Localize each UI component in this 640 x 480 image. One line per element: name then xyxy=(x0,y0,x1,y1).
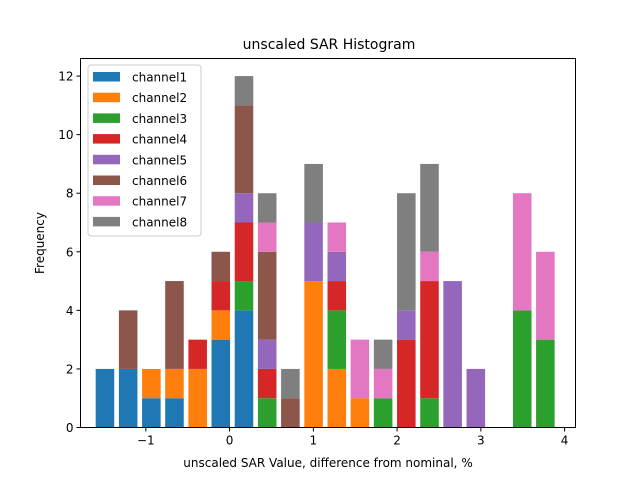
bar-channel2-bin-2 xyxy=(142,368,161,399)
bar-channel3-bin-18 xyxy=(512,310,532,428)
y-tick-label: 8 xyxy=(66,187,74,201)
bar-channel4-bin-5 xyxy=(211,281,231,311)
legend-swatch-channel8 xyxy=(93,216,120,227)
bar-channel8-bin-12 xyxy=(373,339,393,369)
bar-channel5-bin-9 xyxy=(304,222,323,282)
bar-channel8-bin-7 xyxy=(257,193,277,223)
bar-channel7-bin-18 xyxy=(512,193,532,311)
bar-channel2-bin-10 xyxy=(327,368,347,428)
bar-channel1-bin-3 xyxy=(165,398,184,428)
bar-channel4-bin-7 xyxy=(257,368,277,399)
bar-channel5-bin-13 xyxy=(397,310,416,340)
legend: channel1 channel2 channel3 channel4 channel5… xyxy=(87,64,202,237)
bar-channel7-bin-11 xyxy=(350,339,370,399)
bar-channel2-bin-5 xyxy=(211,310,231,340)
bar-channel7-bin-19 xyxy=(536,251,555,340)
x-tick-label: 4 xyxy=(561,434,569,448)
legend-label-channel1: channel1 xyxy=(132,71,187,85)
bar-channel3-bin-10 xyxy=(327,310,347,369)
bar-channel1-bin-2 xyxy=(142,398,161,428)
bar-channel2-bin-3 xyxy=(165,368,184,399)
chart-title: unscaled SAR Histogram xyxy=(243,37,416,53)
bar-channel6-bin-7 xyxy=(257,251,277,340)
bar-channel5-bin-16 xyxy=(466,368,486,428)
x-tick-label: 0 xyxy=(226,434,234,448)
axes-frame xyxy=(80,58,576,428)
y-tick-label: 4 xyxy=(66,304,74,318)
legend-swatch-channel2 xyxy=(93,92,120,103)
bar-channel3-bin-12 xyxy=(373,398,393,428)
bar-channel5-bin-6 xyxy=(234,193,254,223)
bar-channel8-bin-8 xyxy=(281,368,300,399)
legend-swatch-channel6 xyxy=(93,175,120,185)
y-tick-label: 0 xyxy=(66,421,74,435)
bar-channel5-bin-10 xyxy=(327,251,347,282)
legend-swatch-channel5 xyxy=(93,154,120,165)
bars-layer xyxy=(95,76,555,428)
bar-channel8-bin-6 xyxy=(234,76,254,106)
bar-channel4-bin-10 xyxy=(327,281,347,311)
bar-channel3-bin-6 xyxy=(234,281,254,311)
bar-channel4-bin-4 xyxy=(188,339,207,369)
bar-channel5-bin-15 xyxy=(443,281,462,428)
y-axis-ticks: 0 2 4 6 8 10 12 xyxy=(58,70,81,435)
bar-channel2-bin-9 xyxy=(304,281,323,428)
bar-channel7-bin-12 xyxy=(373,368,393,399)
x-tick-label: 2 xyxy=(393,434,401,448)
bar-channel3-bin-7 xyxy=(257,398,277,428)
bar-channel7-bin-7 xyxy=(257,222,277,252)
y-tick-label: 6 xyxy=(66,245,74,259)
bar-channel5-bin-7 xyxy=(257,339,277,369)
legend-label-channel6: channel6 xyxy=(132,174,187,188)
legend-swatch-channel3 xyxy=(93,113,120,123)
legend-label-channel3: channel3 xyxy=(132,112,187,126)
bar-channel4-bin-13 xyxy=(397,339,416,428)
bar-channel2-bin-11 xyxy=(350,398,370,428)
x-tick-label: −1 xyxy=(137,434,155,448)
bar-channel8-bin-13 xyxy=(397,193,416,311)
bar-channel1-bin-6 xyxy=(234,310,254,428)
legend-swatch-channel4 xyxy=(93,134,120,144)
legend-label-channel8: channel8 xyxy=(132,215,187,229)
bar-channel3-bin-19 xyxy=(536,339,555,428)
legend-label-channel2: channel2 xyxy=(132,91,187,105)
y-axis-label: Frequency xyxy=(33,212,47,274)
bar-channel1-bin-1 xyxy=(118,368,138,428)
bar-channel4-bin-6 xyxy=(234,222,254,282)
bar-channel4-bin-14 xyxy=(420,281,439,399)
y-tick-label: 2 xyxy=(66,362,74,376)
legend-label-channel5: channel5 xyxy=(132,153,187,167)
y-tick-label: 12 xyxy=(58,70,73,84)
y-tick-label: 10 xyxy=(58,128,73,142)
bar-channel8-bin-14 xyxy=(420,163,439,252)
legend-label-channel7: channel7 xyxy=(132,195,187,209)
bar-channel1-bin-0 xyxy=(95,368,115,428)
bar-channel1-bin-5 xyxy=(211,339,231,428)
x-tick-label: 3 xyxy=(477,434,485,448)
bar-channel6-bin-1 xyxy=(118,310,138,369)
bar-channel8-bin-9 xyxy=(304,163,323,223)
bar-channel6-bin-3 xyxy=(165,281,184,369)
legend-swatch-channel7 xyxy=(93,196,120,206)
bar-channel3-bin-14 xyxy=(420,398,439,428)
bar-channel2-bin-4 xyxy=(188,368,207,428)
x-axis-label: unscaled SAR Value, difference from nomi… xyxy=(183,456,472,470)
bar-channel7-bin-10 xyxy=(327,222,347,252)
x-axis-ticks: −1 0 1 2 3 4 xyxy=(137,427,569,448)
bar-channel6-bin-6 xyxy=(234,105,254,194)
bar-channel6-bin-5 xyxy=(211,251,231,282)
bar-channel6-bin-8 xyxy=(281,398,300,428)
bar-channel7-bin-14 xyxy=(420,251,439,282)
legend-swatch-channel1 xyxy=(93,72,120,82)
legend-label-channel4: channel4 xyxy=(132,133,187,147)
legend-box xyxy=(87,64,202,237)
x-tick-label: 1 xyxy=(310,434,318,448)
